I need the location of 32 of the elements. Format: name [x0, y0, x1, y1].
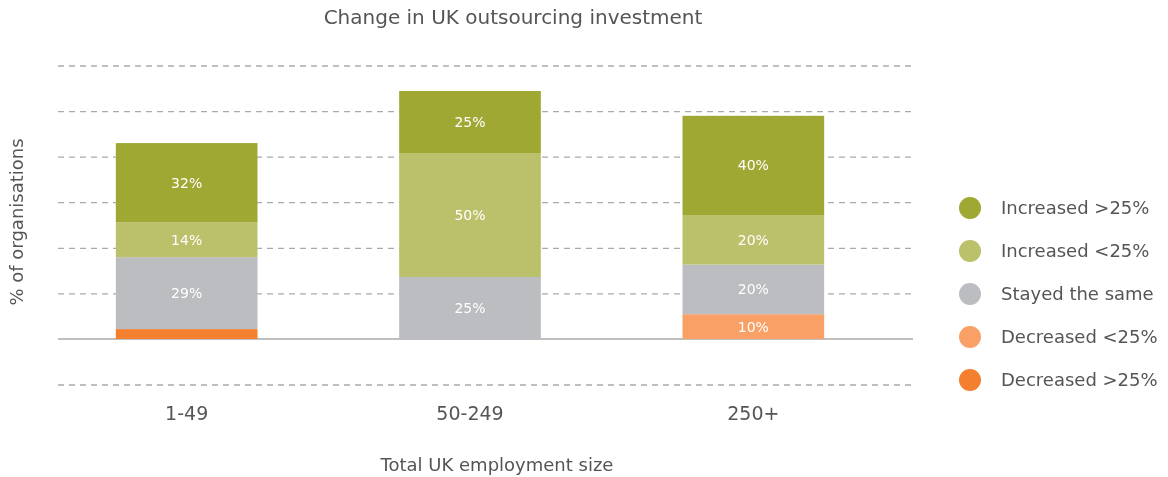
data-label: 32%	[171, 174, 203, 191]
bar	[682, 314, 825, 339]
bar	[682, 115, 825, 215]
data-label: 14%	[171, 231, 203, 248]
data-label: 25%	[454, 300, 486, 316]
data-label: 10%	[737, 318, 769, 335]
bar	[399, 153, 541, 277]
data-label: 25%	[454, 114, 486, 130]
legend-label: Stayed the same	[1001, 283, 1154, 304]
data-label: 50%	[454, 207, 486, 223]
data-label: 29%	[171, 285, 203, 302]
bar	[682, 264, 825, 315]
chart-title: Change in UK outsourcing investment	[323, 5, 703, 29]
data-label: 20%	[737, 231, 769, 248]
data-label: 40%	[737, 157, 769, 174]
legend-label: Increased >25%	[1001, 197, 1150, 218]
bar	[682, 215, 825, 265]
x-axis-title: Total UK employment size	[379, 454, 614, 475]
x-tick-label: 250+	[727, 402, 780, 424]
legend-label: Decreased <25%	[1001, 326, 1158, 347]
y-axis-title: % of organisations	[6, 138, 27, 306]
bar	[115, 143, 258, 223]
bar	[115, 257, 258, 330]
data-label: 20%	[737, 281, 769, 298]
x-tick-label: 50-249	[436, 402, 504, 424]
bar	[115, 222, 258, 258]
bar	[399, 277, 541, 339]
bar	[399, 91, 541, 153]
x-tick-label: 1-49	[165, 402, 209, 424]
legend-label: Increased <25%	[1001, 240, 1150, 261]
bar	[115, 329, 258, 339]
legend-label: Decreased >25%	[1001, 369, 1158, 390]
